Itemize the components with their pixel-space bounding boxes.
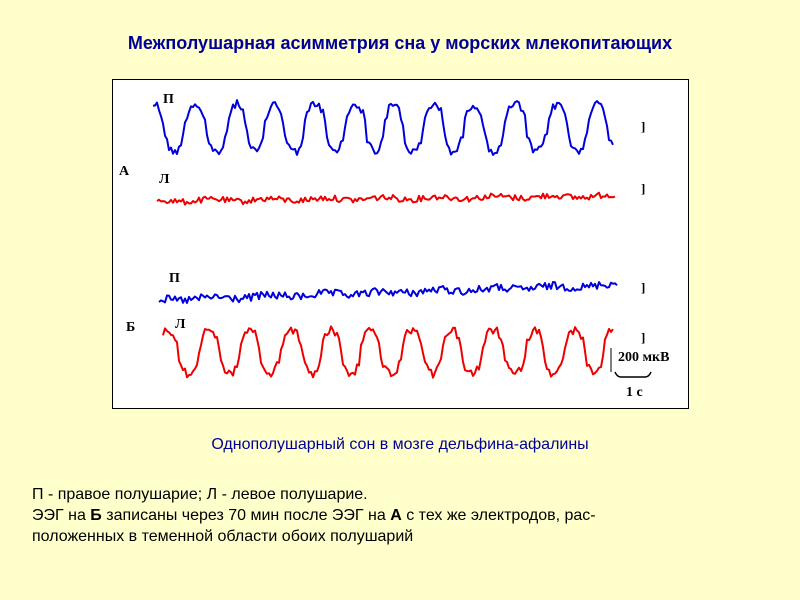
time-scale-label: 1 с (626, 385, 643, 400)
time-scale-bar (614, 371, 652, 378)
notes-text: с тех же электродов, рас- (401, 507, 596, 524)
section-label-a: А (119, 164, 130, 179)
scale-bracket-2: ] (641, 181, 646, 196)
eeg-figure-panel: П Л А П Л Б ] ] ] ] 200 мкВ 1 с (112, 79, 689, 409)
trace-label-b-right: П (169, 271, 180, 286)
scale-bracket-1: ] (641, 119, 646, 134)
trace-label-a-right: П (163, 92, 174, 107)
notes-line-3: положенных в теменной области обоих полу… (32, 528, 414, 545)
eeg-trace-a-left (156, 191, 616, 206)
notes-bold-a: А (390, 507, 402, 524)
scale-bracket-4: ] (641, 330, 646, 345)
amplitude-scale-label: 200 мкВ (618, 350, 670, 365)
notes-line-1: П - правое полушарие; Л - левое полушари… (32, 486, 368, 503)
notes-text: ЭЭГ на (32, 507, 91, 524)
notes-text: записаны через 70 мин после ЭЭГ на (101, 507, 391, 524)
figure-caption: Однополушарный сон в мозге дельфина-афал… (211, 436, 589, 453)
eeg-trace-b-left (162, 325, 614, 379)
trace-label-a-left: Л (159, 172, 170, 187)
section-label-b: Б (126, 320, 136, 335)
scale-bracket-3: ] (641, 280, 646, 295)
page-title: Межполушарная асимметрия сна у морских м… (127, 33, 673, 53)
eeg-trace-b-right (158, 281, 618, 304)
figure-notes: П - правое полушарие; Л - левое полушари… (32, 484, 782, 547)
notes-bold-b: Б (90, 507, 102, 524)
trace-label-b-left: Л (175, 317, 186, 332)
eeg-trace-a-right (152, 99, 614, 156)
eeg-traces-svg (152, 99, 652, 379)
notes-line-2: ЭЭГ на Б записаны через 70 мин после ЭЭГ… (32, 505, 782, 526)
